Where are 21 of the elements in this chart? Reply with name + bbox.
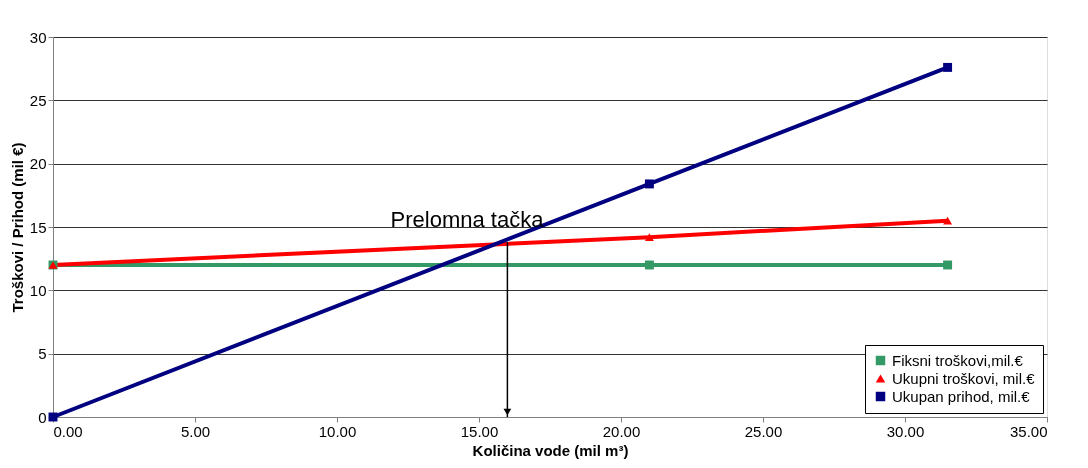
y-tick-label: 25 <box>29 91 47 109</box>
y-tick-label: 30 <box>29 28 47 46</box>
annotation: Prelomna tačka <box>390 207 545 233</box>
x-tick-label: 10.00 <box>318 422 357 440</box>
legend-label: Ukupni troškovi, mil.€ <box>892 369 1036 387</box>
y-tick-label: 10 <box>29 281 47 299</box>
x-tick-label: 35.00 <box>1009 422 1048 440</box>
x-tick-label: 0.00 <box>53 422 83 440</box>
y-tick-label: 20 <box>29 155 47 173</box>
x-tick-label: 5.00 <box>180 422 211 440</box>
y-tick-label: 5 <box>38 345 47 363</box>
legend-label: Fiksni troškovi,mil.€ <box>892 351 1024 369</box>
x-tick-label: 20.00 <box>602 422 641 440</box>
y-axis-title: Troškovi / Prihod (mil €) <box>8 142 26 313</box>
x-tick-label: 30.00 <box>886 422 925 440</box>
y-tick-label: 15 <box>29 218 47 236</box>
legend-label: Ukupan prihod, mil.€ <box>892 387 1031 405</box>
x-axis-title: Količina vode (mil m³) <box>472 441 629 459</box>
x-tick-label: 15.00 <box>460 422 499 440</box>
x-tick-label: 25.00 <box>744 422 783 440</box>
y-tick-label: 0 <box>38 408 47 426</box>
